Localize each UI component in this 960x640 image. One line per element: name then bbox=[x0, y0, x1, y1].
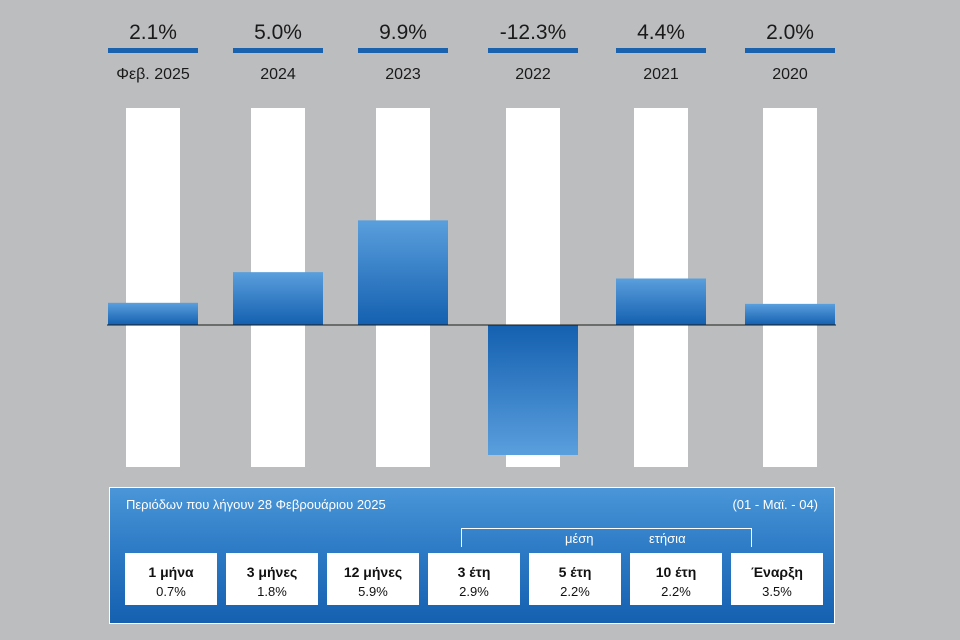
value-underline bbox=[745, 48, 835, 53]
return-value: 3.5% bbox=[762, 584, 792, 599]
bar-2 bbox=[233, 272, 323, 325]
category-label: 2020 bbox=[772, 66, 808, 83]
category-label: 2021 bbox=[643, 66, 679, 83]
returns-panel-title: Περιόδων που λήγουν 28 Φεβρουάριου 2025 bbox=[126, 497, 386, 512]
category-label: 2024 bbox=[260, 66, 296, 83]
return-period: 10 έτη bbox=[655, 564, 697, 580]
return-value: 2.9% bbox=[459, 584, 489, 599]
value-label: -12.3% bbox=[500, 21, 567, 44]
return-box-10-years: 10 έτη 2.2% bbox=[630, 553, 722, 605]
bar-track bbox=[126, 108, 180, 467]
value-label: 5.0% bbox=[254, 21, 302, 44]
value-underline bbox=[233, 48, 323, 53]
bar-3 bbox=[358, 220, 448, 325]
return-value: 2.2% bbox=[661, 584, 691, 599]
return-value: 1.8% bbox=[257, 584, 287, 599]
returns-panel: Περιόδων που λήγουν 28 Φεβρουάριου 2025 … bbox=[109, 487, 835, 624]
returns-panel-range: (01 - Μαϊ. - 04) bbox=[732, 497, 818, 512]
return-box-12-months: 12 μήνες 5.9% bbox=[327, 553, 419, 605]
return-box-3-years: 3 έτη 2.9% bbox=[428, 553, 520, 605]
bar-track bbox=[763, 108, 817, 467]
bar-1 bbox=[108, 302, 198, 325]
return-period: 12 μήνες bbox=[343, 564, 403, 580]
return-period: Έναρξη bbox=[751, 564, 803, 580]
return-period: 3 έτη bbox=[457, 564, 491, 580]
return-box-5-years: 5 έτη 2.2% bbox=[529, 553, 621, 605]
annual-label: ετήσια bbox=[649, 531, 686, 546]
average-annual-bracket bbox=[461, 528, 752, 547]
bar-6 bbox=[745, 303, 835, 325]
value-underline bbox=[488, 48, 578, 53]
category-label: 2023 bbox=[385, 66, 421, 83]
return-box-1-month: 1 μήνα 0.7% bbox=[125, 553, 217, 605]
value-label: 9.9% bbox=[379, 21, 427, 44]
category-label: Φεβ. 2025 bbox=[116, 66, 190, 83]
bar-5 bbox=[616, 278, 706, 325]
value-underline bbox=[108, 48, 198, 53]
value-label: 4.4% bbox=[637, 21, 685, 44]
value-label: 2.0% bbox=[766, 21, 814, 44]
return-period: 3 μήνες bbox=[246, 564, 298, 580]
return-value: 0.7% bbox=[156, 584, 186, 599]
category-label: 2022 bbox=[515, 66, 551, 83]
bar-4 bbox=[488, 325, 578, 455]
return-value: 2.2% bbox=[560, 584, 590, 599]
average-label: μέση bbox=[565, 531, 594, 546]
value-label: 2.1% bbox=[129, 21, 177, 44]
return-box-3-months: 3 μήνες 1.8% bbox=[226, 553, 318, 605]
annual-returns-chart: 2.1% Φεβ. 2025 5.0% 2024 9.9% 2023 -12.3% 2022 4… bbox=[107, 21, 836, 467]
return-box-inception: Έναρξη 3.5% bbox=[731, 553, 823, 605]
value-underline bbox=[616, 48, 706, 53]
return-value: 5.9% bbox=[358, 584, 388, 599]
value-underline bbox=[358, 48, 448, 53]
return-period: 1 μήνα bbox=[148, 564, 194, 580]
return-period: 5 έτη bbox=[558, 564, 592, 580]
